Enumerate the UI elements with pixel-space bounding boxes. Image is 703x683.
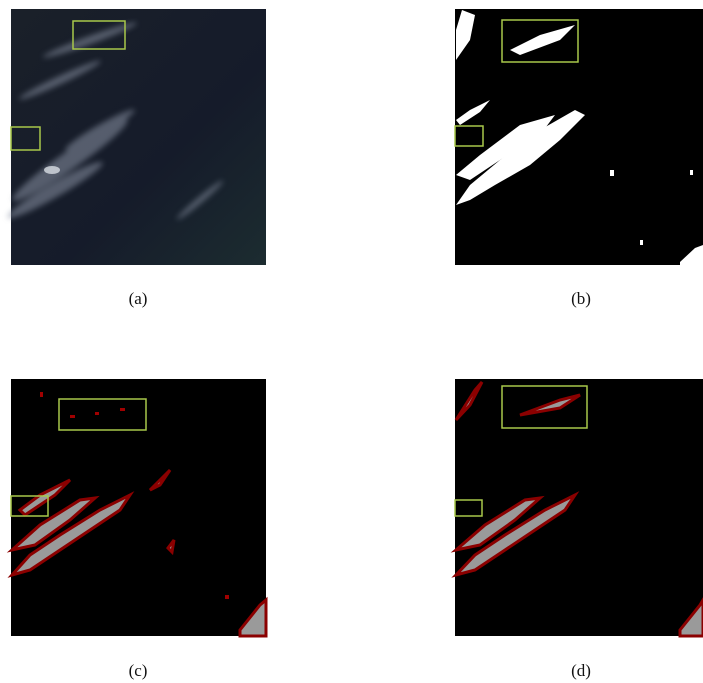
caption: (d) <box>571 661 591 680</box>
mask-image <box>455 9 703 265</box>
panel-d <box>455 379 703 636</box>
caption: (a) <box>129 289 148 308</box>
panel-c <box>11 379 266 636</box>
panel-b <box>455 9 703 265</box>
satellite-image <box>11 9 266 265</box>
caption: (c) <box>129 661 148 680</box>
bright-cloud <box>44 166 60 174</box>
caption: (b) <box>571 289 591 308</box>
figure: (a) (b) (c) (d) <box>0 0 703 683</box>
panel-a <box>4 9 266 265</box>
prediction-image <box>455 379 703 636</box>
